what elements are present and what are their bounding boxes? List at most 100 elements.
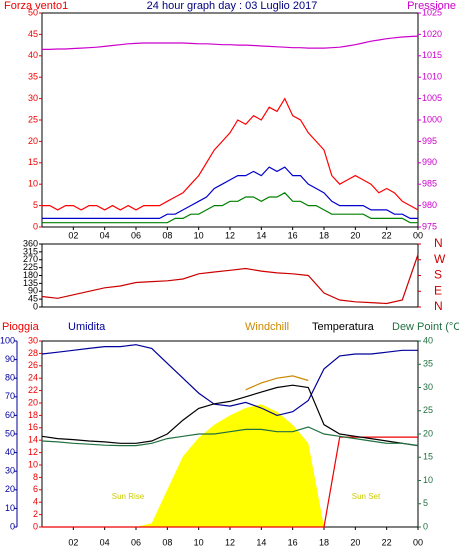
- y-tick-label: 45: [28, 29, 38, 39]
- line-series: [42, 35, 419, 50]
- y3-tick-label: 0: [10, 521, 15, 531]
- legend-entry: Temperatura: [312, 321, 375, 333]
- y2-tick-label: 10: [423, 475, 433, 485]
- y-tick-label: 10: [28, 179, 38, 189]
- y-tick-label: 360: [23, 238, 38, 248]
- x-tick-label: 00: [413, 537, 423, 547]
- x-tick-label: 18: [319, 537, 329, 547]
- y2-tick-label: 1010: [422, 72, 442, 82]
- x-tick-label: 22: [382, 230, 392, 240]
- y-tick-label: 20: [28, 136, 38, 146]
- y-tick-label: 22: [28, 385, 38, 395]
- line-series: [41, 384, 419, 447]
- y3-tick-label: 30: [5, 466, 15, 476]
- y-tick-label: 25: [28, 114, 38, 124]
- line-series: [41, 254, 419, 305]
- x-tick-label: 20: [350, 537, 360, 547]
- y-tick-label: 35: [28, 72, 38, 82]
- y-tick-label: 10: [28, 459, 38, 469]
- y2-tick-label: 30: [423, 382, 433, 392]
- y-tick-label: 270: [23, 254, 38, 264]
- y-tick-label: 15: [28, 157, 38, 167]
- x-tick-label: 10: [194, 537, 204, 547]
- y2-tick-label: 985: [422, 179, 437, 189]
- legend-entry: Dew Point (°C: [392, 321, 459, 333]
- y-tick-label: 135: [23, 278, 38, 288]
- x-tick-label: 14: [256, 230, 266, 240]
- y-tick-label: 40: [28, 50, 38, 60]
- line-series: [245, 375, 309, 391]
- y3-tick-label: 50: [5, 428, 15, 438]
- y2-axis-label: Pressione: [407, 0, 456, 12]
- y-tick-label: 28: [28, 348, 38, 358]
- x-tick-label: 22: [382, 537, 392, 547]
- annotation: Sun Rise: [112, 492, 145, 501]
- y2-tick-label: N: [434, 236, 443, 250]
- area: [42, 404, 418, 527]
- y2-tick-label: W: [434, 252, 446, 266]
- y2-tick-label: 40: [423, 335, 433, 345]
- y2-tick-label: 15: [423, 452, 433, 462]
- y-tick-label: 45: [28, 294, 38, 304]
- x-tick-label: 04: [100, 537, 110, 547]
- x-tick-label: 00: [413, 230, 423, 240]
- y-tick-label: 4: [33, 497, 38, 507]
- y-tick-label: 180: [23, 270, 38, 280]
- legend-entry: Windchill: [245, 321, 289, 333]
- y2-tick-label: 1020: [422, 29, 442, 39]
- legend-entry: Umidita: [68, 321, 106, 333]
- y-tick-label: 0: [33, 221, 38, 231]
- y-tick-label: 16: [28, 422, 38, 432]
- y-tick-label: 26: [28, 360, 38, 370]
- y3-tick-label: 20: [5, 484, 15, 494]
- y3-tick-label: 90: [5, 354, 15, 364]
- x-tick-label: 10: [194, 230, 204, 240]
- x-tick-label: 04: [100, 230, 110, 240]
- y3-tick-label: 40: [5, 447, 15, 457]
- y-tick-label: 2: [33, 509, 38, 519]
- y-tick-label: 24: [28, 373, 38, 383]
- y2-tick-label: E: [434, 283, 442, 297]
- y2-tick-label: 1015: [422, 50, 442, 60]
- y-tick-label: 20: [28, 397, 38, 407]
- x-tick-label: 18: [319, 230, 329, 240]
- x-tick-label: 08: [162, 537, 172, 547]
- y3-tick-label: 100: [0, 335, 15, 345]
- line-series: [42, 192, 418, 224]
- chart-title: 24 hour graph day : 03 Luglio 2017: [147, 0, 318, 12]
- x-tick-label: 16: [288, 537, 298, 547]
- y-tick-label: 18: [28, 410, 38, 420]
- y-axis-label: Forza vento1: [4, 0, 68, 12]
- y2-tick-label: 995: [422, 136, 437, 146]
- y-tick-label: 315: [23, 246, 38, 256]
- x-tick-label: 12: [225, 537, 235, 547]
- y-tick-label: 8: [33, 472, 38, 482]
- y2-tick-label: 35: [423, 359, 433, 369]
- x-tick-label: 02: [68, 230, 78, 240]
- line-series: [41, 344, 418, 417]
- y2-tick-label: 980: [422, 200, 437, 210]
- y-tick-label: 12: [28, 447, 38, 457]
- y-tick-label: 225: [23, 262, 38, 272]
- y2-tick-label: 5: [423, 498, 428, 508]
- x-tick-label: 12: [225, 230, 235, 240]
- y3-tick-label: 10: [5, 503, 15, 513]
- y2-tick-label: 1025: [422, 7, 442, 17]
- legend-entry: Pioggia: [2, 321, 40, 333]
- y3-tick-label: 80: [5, 373, 15, 383]
- y2-tick-label: 20: [423, 428, 433, 438]
- line-series: [42, 97, 419, 211]
- x-tick-label: 02: [68, 537, 78, 547]
- x-tick-label: 06: [131, 537, 141, 547]
- y-tick-label: 5: [33, 200, 38, 210]
- x-tick-label: 06: [131, 230, 141, 240]
- y-tick-label: 50: [28, 7, 38, 17]
- y-tick-label: 0: [33, 301, 38, 311]
- y-tick-label: 6: [33, 484, 38, 494]
- y2-tick-label: 975: [422, 221, 437, 231]
- y2-tick-label: S: [434, 268, 442, 282]
- y3-tick-label: 60: [5, 410, 15, 420]
- line-series: [41, 426, 419, 447]
- y-tick-label: 14: [28, 435, 38, 445]
